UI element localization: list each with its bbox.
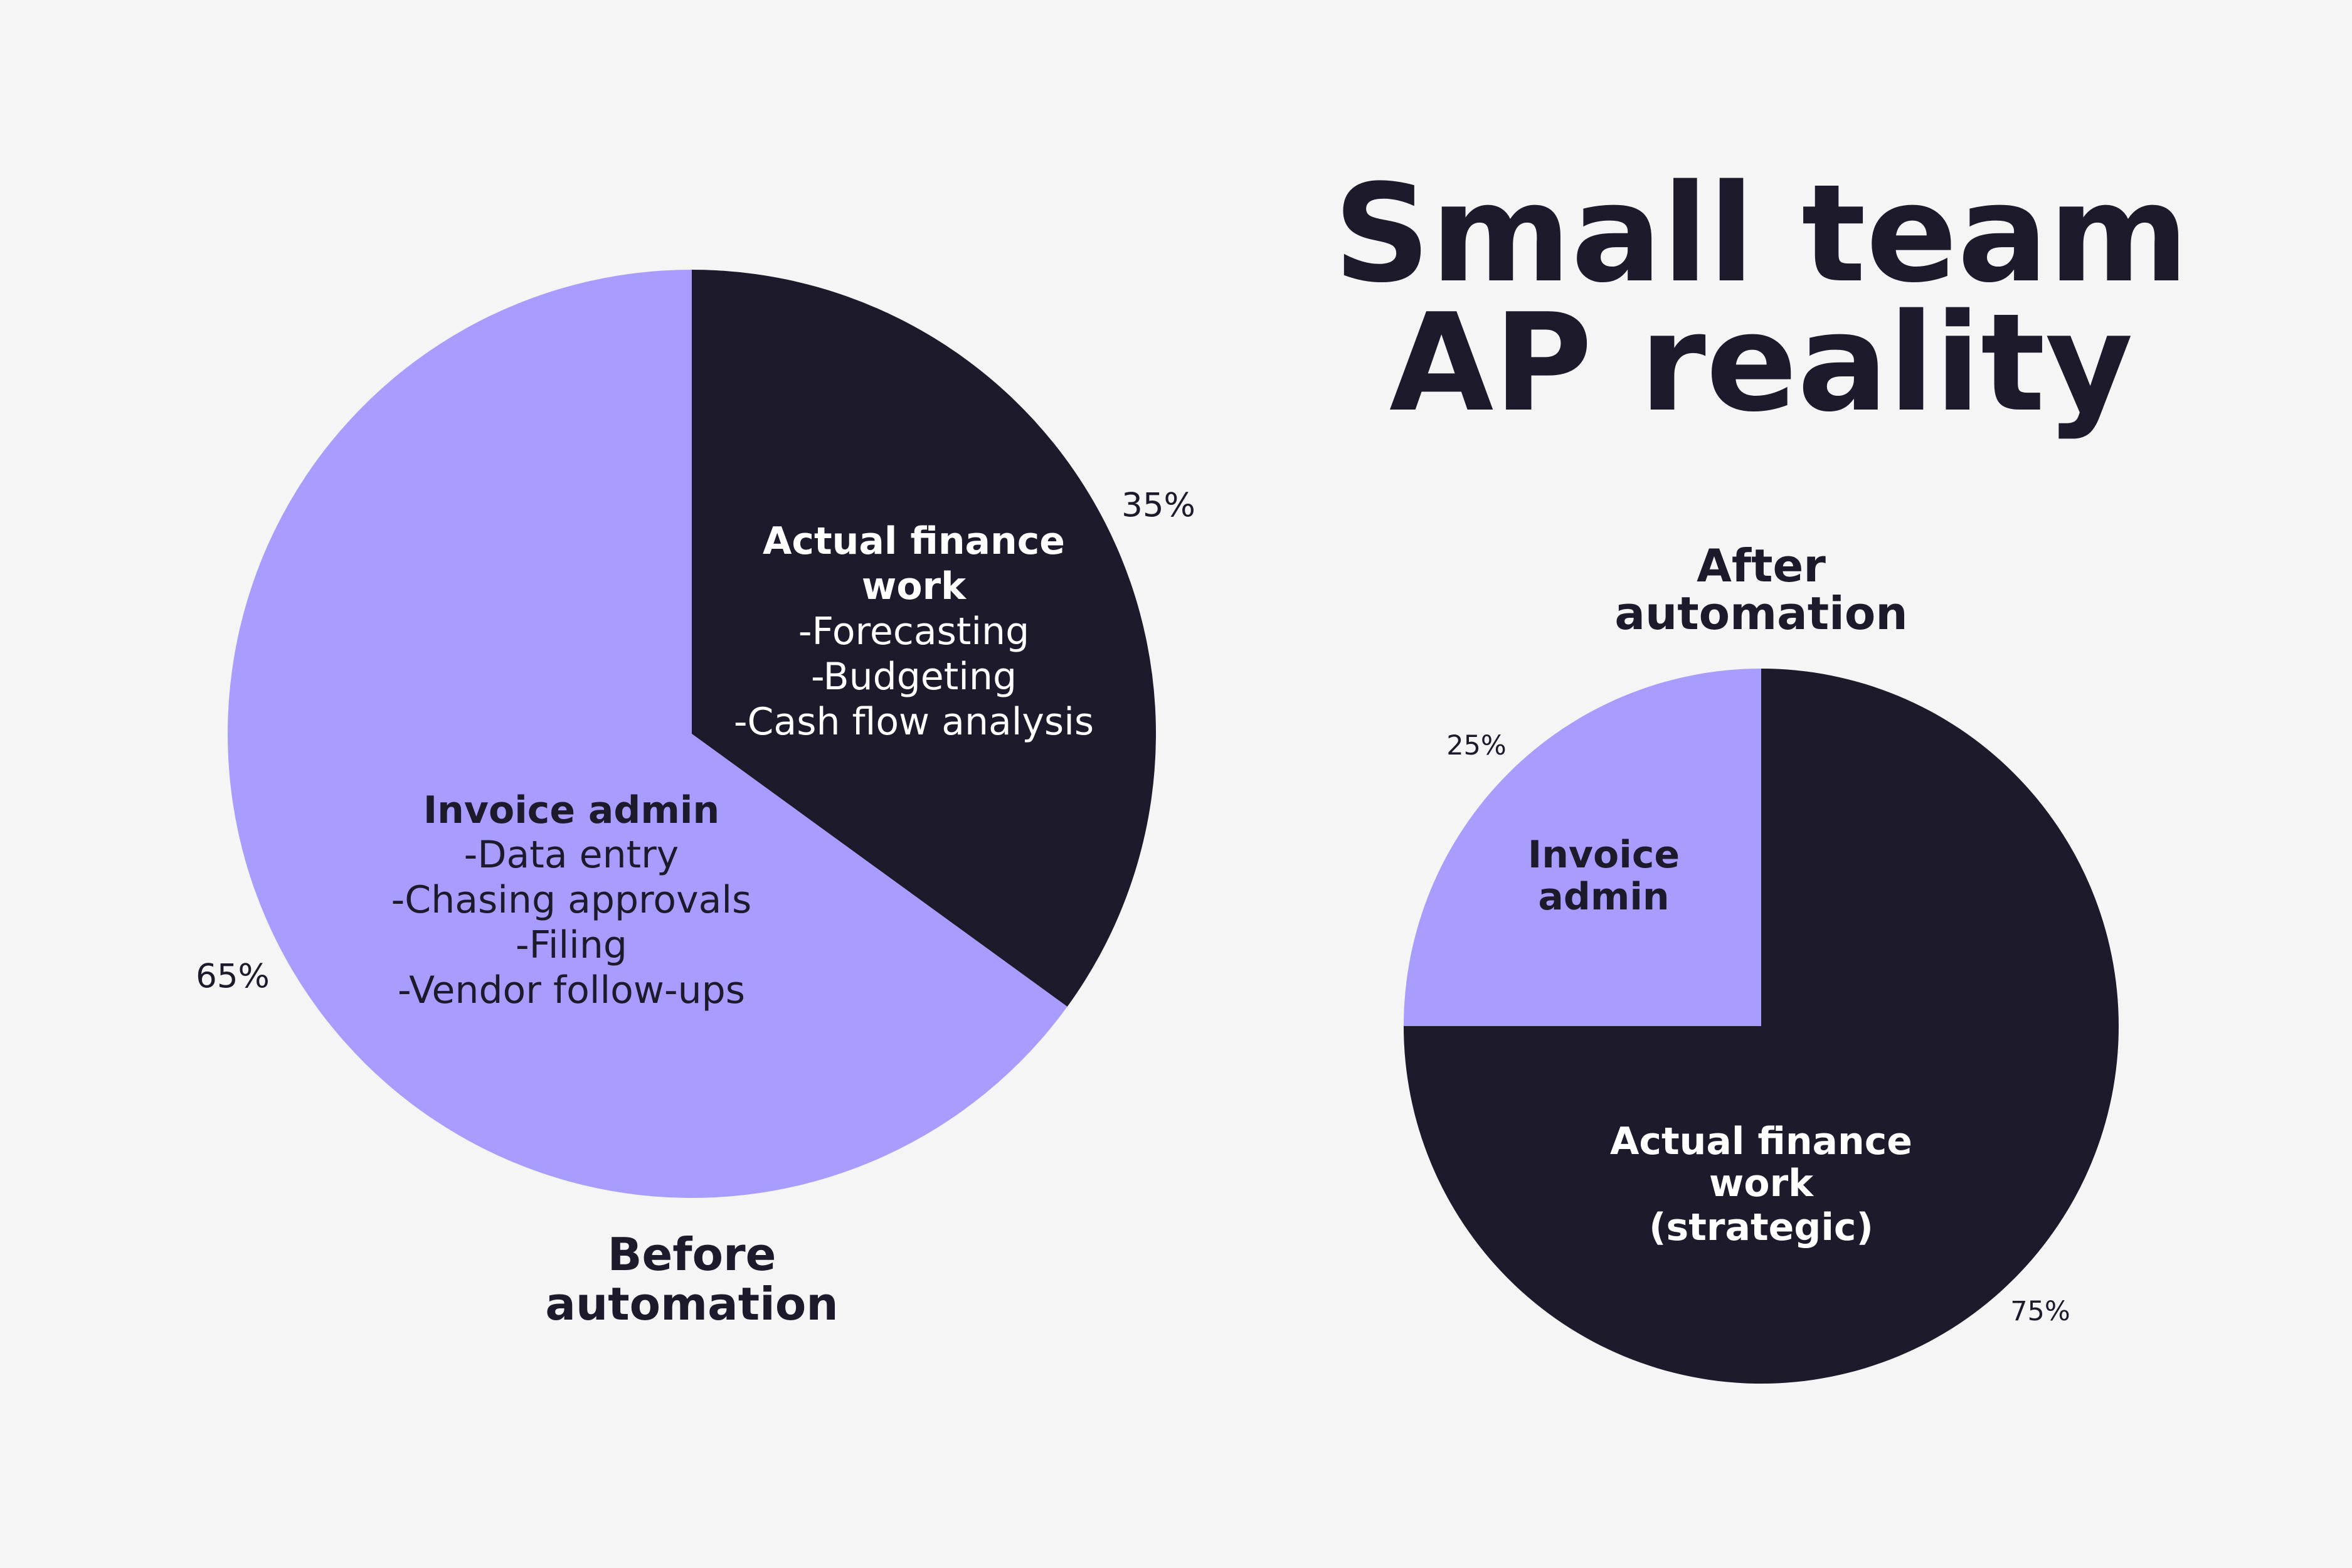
slice-label: work (1709, 1162, 1814, 1205)
after-pie (1404, 669, 2119, 1384)
before-pie (228, 270, 1156, 1198)
slice-label: (strategic) (1649, 1205, 1873, 1249)
pie-slice-actual-finance-work-before (692, 270, 1156, 1007)
value-label-75: 75% (2010, 1296, 2070, 1327)
slice-label: work (862, 564, 967, 608)
title-line-1: Small team (1333, 155, 2189, 312)
slice-label: Invoice (1528, 833, 1680, 877)
slice-label: -Budgeting (811, 655, 1017, 699)
slice-label: -Forecasting (798, 610, 1029, 654)
after-caption-1: After (1697, 539, 1826, 592)
value-label-35: 35% (1121, 487, 1195, 525)
slice-label: -Data entry (464, 833, 679, 877)
value-label-65: 65% (196, 958, 270, 996)
pie-slice-invoice-admin-before (228, 270, 1067, 1198)
slice-label: -Cash flow analysis (734, 700, 1094, 744)
before-caption-1: Before (608, 1228, 776, 1281)
slice-label: -Filing (516, 923, 627, 967)
slice-label: Invoice admin (423, 788, 719, 832)
title-line-2: AP reality (1389, 284, 2133, 442)
slice-label: -Chasing approvals (391, 878, 752, 922)
slice-label: -Vendor follow-ups (398, 968, 745, 1012)
before-caption-2: automation (545, 1278, 838, 1330)
slice-label: Actual finance (763, 519, 1065, 563)
slice-label: Actual finance (1610, 1120, 1912, 1163)
pie-slice-invoice-admin-after (1404, 669, 1761, 1026)
value-label-25: 25% (1446, 730, 1507, 761)
after-caption-2: automation (1614, 587, 1907, 640)
slice-label: admin (1538, 875, 1669, 919)
